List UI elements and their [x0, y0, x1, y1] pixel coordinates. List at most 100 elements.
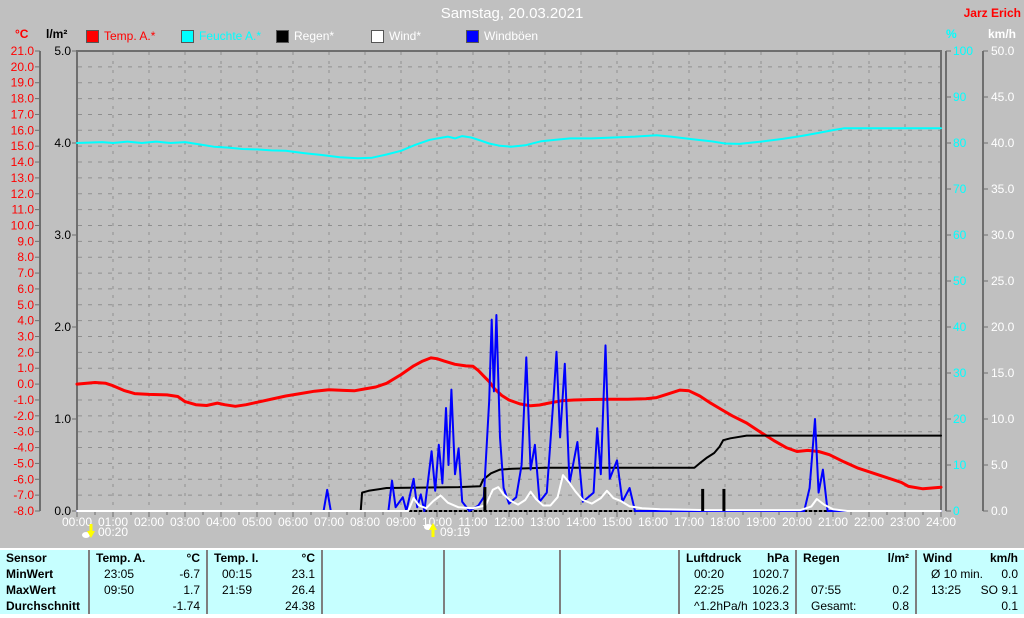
- cell-time: [797, 566, 811, 582]
- temp-axis-tick-label: 10.0: [11, 218, 35, 232]
- wind-axis-tick-label: 5.0: [991, 458, 1008, 472]
- temp-axis-tick-label: 17.0: [11, 107, 35, 121]
- x-axis-hour-label: 04:00: [206, 515, 236, 529]
- cell-value: SO 9.1: [980, 583, 1018, 597]
- x-axis-hour-label: 05:00: [242, 515, 272, 529]
- wind-axis-tick-label: 30.0: [991, 228, 1015, 242]
- series-tempa: [75, 356, 943, 491]
- humidity-axis-tick-label: 50: [953, 274, 967, 288]
- legend-label: Wind*: [389, 29, 422, 43]
- temp-axis-tick-label: 4.0: [17, 314, 34, 328]
- cell-value: °C: [301, 551, 315, 565]
- legend-label: Temp. A.*: [104, 29, 156, 43]
- temp-axis-tick-label: 14.0: [11, 155, 35, 169]
- time-marker-0020: 00:20: [82, 522, 128, 539]
- series-regen: [76, 434, 942, 512]
- rain-axis-tick-label: 3.0: [54, 228, 71, 242]
- x-axis-hour-label: 02:00: [134, 515, 164, 529]
- cell-value: 1.7: [183, 583, 200, 597]
- table-column-tempi: Temp. I. °C 00:15 23.1 21:59 26.4 24.38: [206, 550, 321, 614]
- x-axis-hour-label: 16:00: [638, 515, 668, 529]
- marker-time-label: 00:20: [98, 525, 129, 539]
- x-axis-hour-label: 11:00: [458, 515, 487, 529]
- humidity-axis-tick-label: 80: [953, 136, 967, 150]
- bottom-strip: [0, 614, 1024, 618]
- x-axis-hour-label: 00:00: [62, 515, 92, 529]
- table-column-empty: [443, 550, 559, 614]
- temp-axis-tick-label: -1.0: [13, 393, 34, 407]
- cell-value: hPa: [766, 551, 789, 565]
- humidity-axis-tick-label: 70: [953, 182, 967, 196]
- x-axis-hour-label: 08:00: [350, 515, 380, 529]
- legend-swatch: [466, 29, 479, 43]
- legend-label: Regen*: [294, 29, 335, 43]
- temp-axis-tick-label: 2.0: [17, 345, 34, 359]
- table-cell: 07:55 0.2: [797, 582, 915, 598]
- x-axis-hour-label: 15:00: [602, 515, 632, 529]
- legend-label: Windböen: [484, 29, 539, 43]
- temp-axis-tick-label: 19.0: [11, 76, 35, 90]
- cell-value: km/h: [989, 551, 1018, 565]
- cell-time: Temp. A.: [96, 551, 146, 565]
- cell-time: Gesamt:: [811, 599, 857, 613]
- cell-value: 1023.3: [752, 599, 789, 613]
- temp-axis-tick-label: 13.0: [11, 171, 35, 185]
- temp-axis-tick-label: 16.0: [11, 123, 35, 137]
- table-cell: -1.74: [90, 598, 206, 614]
- table-column-luftdruck: Luftdruck hPa 00:20 1020.7 22:25 1026.2 ^1.2hP…: [678, 550, 795, 614]
- wind-axis-tick-label: 10.0: [991, 412, 1015, 426]
- legend-item-regen: Regen*: [276, 29, 371, 43]
- temp-axis-tick-label: -7.0: [13, 488, 34, 502]
- cell-time: 07:55: [811, 583, 842, 597]
- humidity-axis-tick-label: 100: [953, 44, 973, 58]
- humidity-axis-tick-label: 0: [953, 504, 960, 518]
- cell-time: ^1.2hPa/h: [694, 599, 748, 613]
- humidity-axis-tick-label: 10: [953, 458, 967, 472]
- temp-axis-tick-label: 18.0: [11, 92, 35, 106]
- cell-time: 23:05: [104, 567, 135, 581]
- x-axis-hour-label: 03:00: [170, 515, 200, 529]
- cell-time: Ø 10 min.: [931, 567, 984, 581]
- weather-chart: -8.0 -7.0 -6.0 -5.0-4.0 -3.0 -2.0 -1.0 0.0 1.0 2.…: [11, 44, 1015, 529]
- arrow-down-marker-icon: [82, 524, 95, 538]
- table-column-regen: Regen l/m² 07:55 0.2 Gesamt: 0.8: [795, 550, 915, 614]
- temp-axis-tick-label: 9.0: [17, 234, 34, 248]
- wind-axis-tick-label: 50.0: [991, 44, 1015, 58]
- table-cell: 22:25 1026.2: [680, 582, 795, 598]
- x-axis-hour-label: 13:00: [530, 515, 560, 529]
- rain-axis-unit: l/m²: [46, 27, 68, 41]
- cell-value: -6.7: [179, 567, 200, 581]
- cell-time: Temp. I.: [214, 551, 259, 565]
- arrow-up-marker-icon: [424, 523, 437, 537]
- temp-axis-tick-label: 8.0: [17, 250, 34, 264]
- cell-value: 26.4: [291, 583, 315, 597]
- x-axis-hour-label: 17:00: [674, 515, 704, 529]
- cell-value: l/m²: [887, 551, 909, 565]
- temp-axis-tick-label: 15.0: [11, 139, 35, 153]
- x-axis-hour-label: 18:00: [710, 515, 740, 529]
- marker-time-label: 09:19: [440, 525, 471, 539]
- cell-time: 09:50: [104, 583, 135, 597]
- temp-axis-tick-label: 7.0: [17, 266, 34, 280]
- temp-axis-tick-label: 6.0: [17, 282, 34, 296]
- cell-value: 0.8: [892, 599, 909, 613]
- legend-item-wind: Wind*: [371, 29, 466, 43]
- legend-item-feuchtea: Feuchte A.*: [181, 29, 276, 43]
- humidity-axis-tick-label: 20: [953, 412, 967, 426]
- legend-label: Feuchte A.*: [199, 29, 262, 43]
- table-column-header: Wind km/h: [917, 550, 1024, 566]
- wind-axis-tick-label: 40.0: [991, 136, 1015, 150]
- wind-axis-tick-label: 20.0: [991, 320, 1015, 334]
- table-cell: 09:50 1.7: [90, 582, 206, 598]
- cell-value: 0.0: [1001, 567, 1018, 581]
- table-column-header: Luftdruck hPa: [680, 550, 795, 566]
- rain-axis-tick-label: 5.0: [54, 44, 71, 58]
- table-cell: 00:20 1020.7: [680, 566, 795, 582]
- temp-axis-tick-label: -5.0: [13, 456, 34, 470]
- humidity-axis-tick-label: 40: [953, 320, 967, 334]
- temp-axis-tick-label: -6.0: [13, 472, 34, 486]
- temp-axis-tick-label: 1.0: [17, 361, 34, 375]
- table-column-header: Temp. I. °C: [208, 550, 321, 566]
- table-row-label: MaxWert: [6, 583, 56, 597]
